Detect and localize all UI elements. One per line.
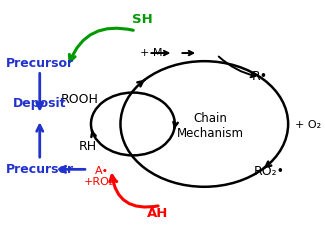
- Text: Chain
Mechanism: Chain Mechanism: [177, 112, 244, 140]
- Text: ROOH: ROOH: [61, 93, 99, 106]
- Text: R•: R•: [252, 70, 268, 83]
- Text: AH: AH: [147, 207, 168, 220]
- Text: + O₂: + O₂: [295, 120, 321, 130]
- Text: A•
+RO₂•: A• +RO₂•: [84, 165, 120, 187]
- Text: RO₂•: RO₂•: [254, 165, 285, 178]
- Text: Precursor: Precursor: [6, 57, 74, 70]
- Text: Precursor: Precursor: [6, 163, 74, 176]
- Text: Deposit: Deposit: [13, 97, 67, 110]
- Text: RH: RH: [79, 139, 97, 153]
- Text: + M: + M: [140, 48, 163, 58]
- Text: SH: SH: [132, 13, 152, 26]
